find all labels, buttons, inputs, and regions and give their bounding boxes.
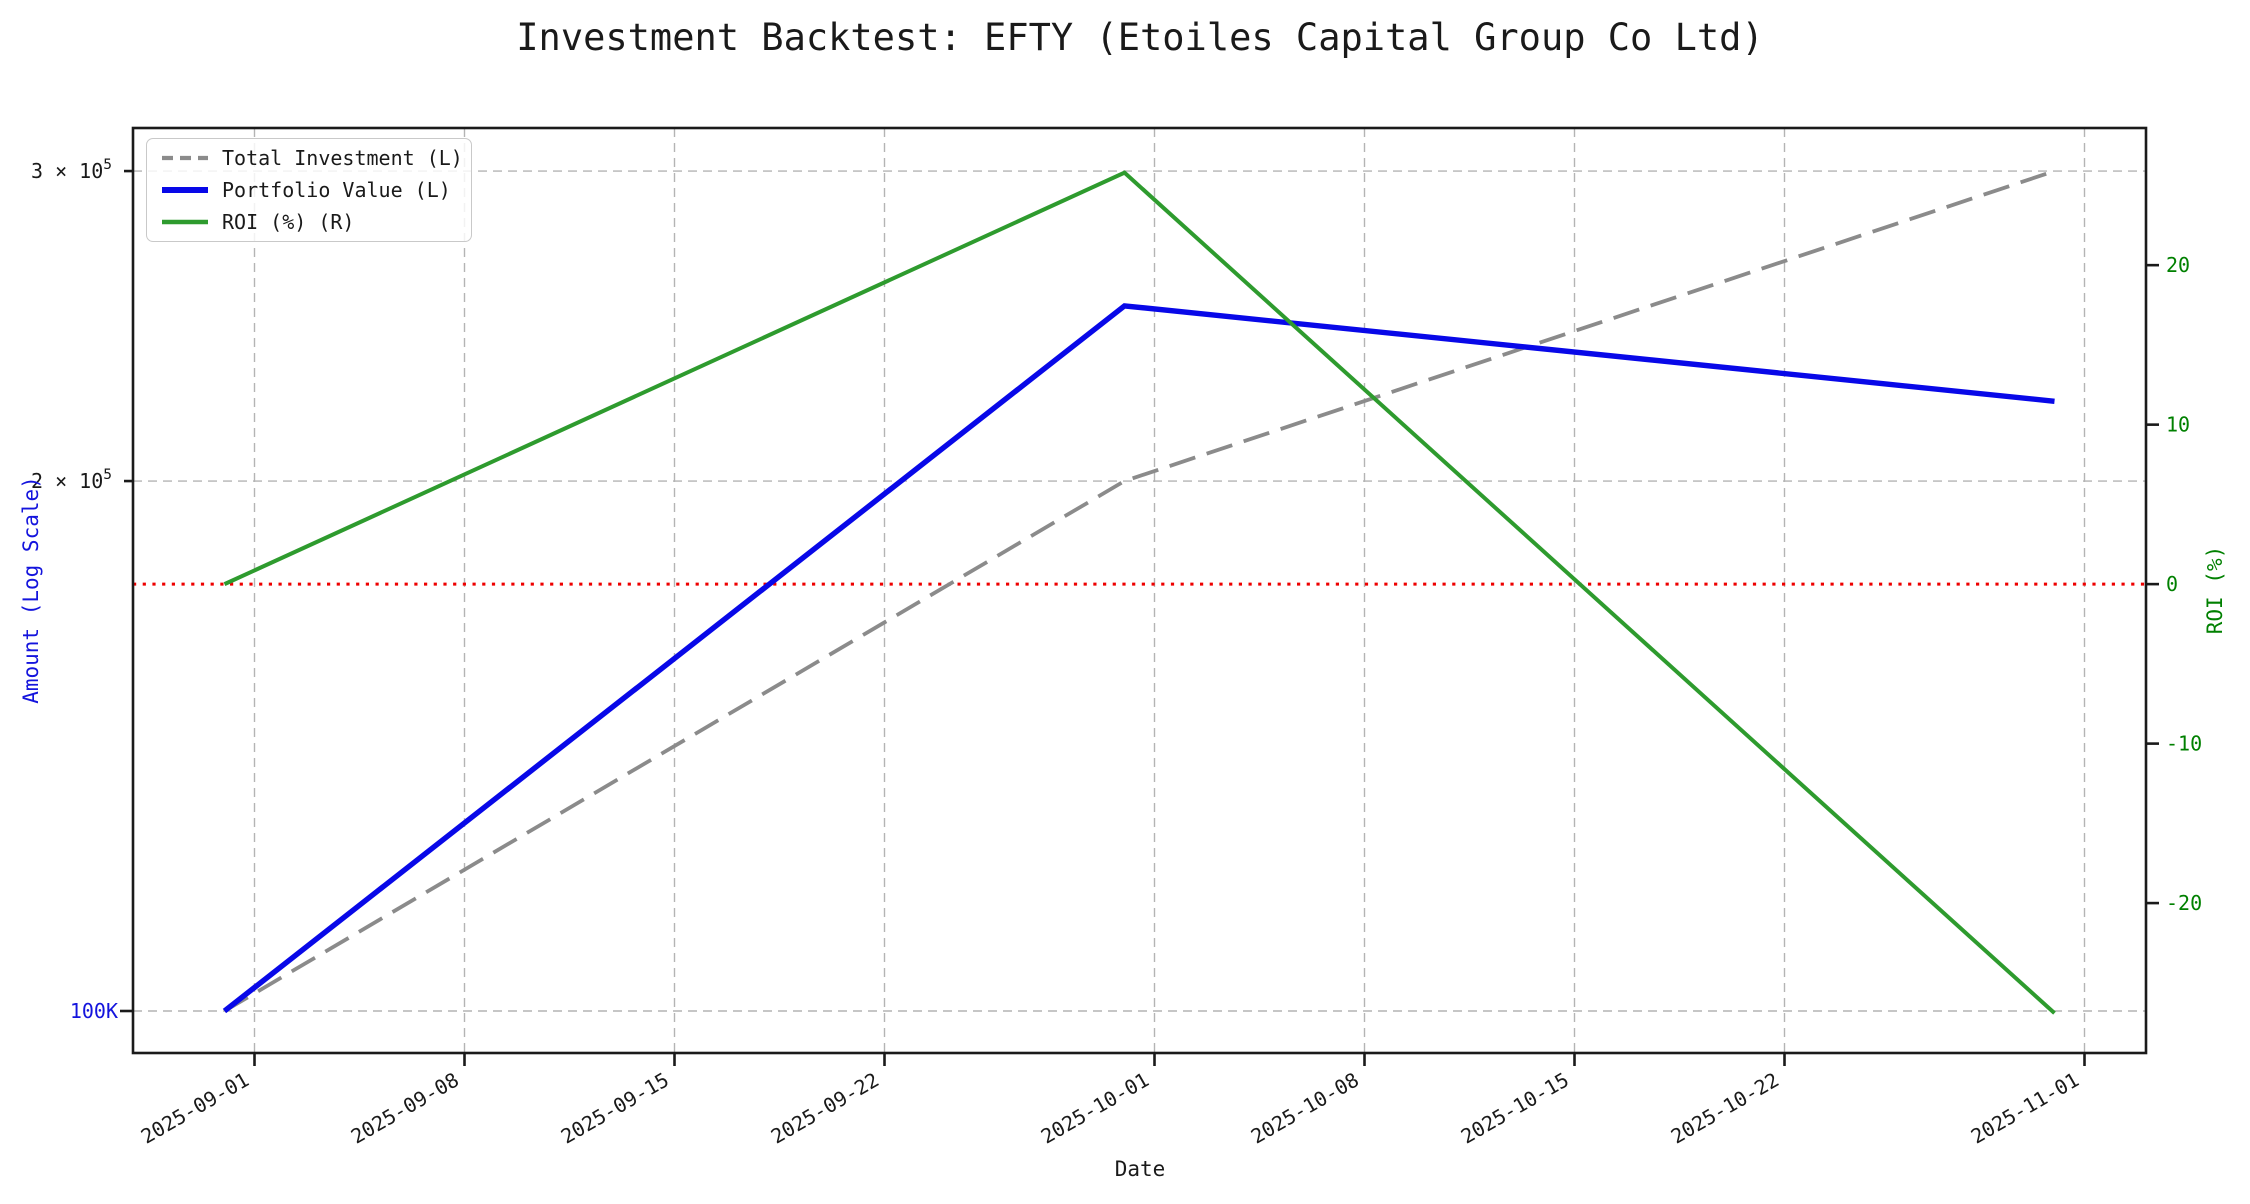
y-left-tick-label: 2 × 105	[31, 467, 112, 493]
series-line-2	[223, 170, 2056, 1015]
legend-label: Total Investment (L)	[222, 145, 463, 170]
y-left-tick-label: 100K	[70, 999, 118, 1023]
axes-layer	[120, 126, 2159, 1066]
y-right-tick-label: 20	[2166, 253, 2190, 277]
y-axis-label-left: Amount (Log Scale)	[19, 476, 43, 704]
x-tick-label: 2025-11-01	[1967, 1068, 2083, 1149]
x-tick-label: 2025-10-01	[1037, 1068, 1153, 1149]
y-right-tick-label: 10	[2166, 413, 2190, 437]
plot-border	[131, 126, 2148, 1055]
legend-line-sample	[162, 187, 208, 193]
grid-layer	[133, 128, 2146, 1053]
y-right-tick-label: -20	[2166, 891, 2202, 915]
chart-title: Investment Backtest: EFTY (Etoiles Capit…	[516, 16, 1763, 59]
legend: Total Investment (L) Portfolio Value (L) R…	[146, 138, 472, 242]
legend-line-sample	[162, 220, 208, 225]
legend-line-sample	[162, 155, 208, 160]
legend-label: ROI (%) (R)	[222, 210, 355, 235]
x-tick-label: 2025-10-08	[1247, 1068, 1363, 1149]
legend-item: ROI (%) (R)	[162, 207, 471, 238]
y-left-tick-label: 3 × 105	[31, 157, 112, 183]
x-axis-label: Date	[1115, 1157, 1166, 1181]
legend-label: Portfolio Value (L)	[222, 178, 451, 202]
series-layer	[222, 169, 2056, 1015]
legend-item: Portfolio Value (L)	[162, 175, 471, 206]
x-tick-label: 2025-10-22	[1667, 1068, 1783, 1149]
y-right-tick-label: 0	[2166, 572, 2178, 596]
y-axis-label-right: ROI (%)	[2203, 546, 2227, 635]
x-tick-label: 2025-10-15	[1457, 1068, 1573, 1149]
legend-item: Total Investment (L)	[162, 142, 471, 173]
x-tick-label: 2025-09-01	[137, 1068, 253, 1149]
x-tick-label: 2025-09-22	[767, 1068, 883, 1149]
tick-label-layer: 2025-09-01 2025-09-08 2025-09-15 2025-09-22…	[31, 157, 2202, 1148]
x-tick-label: 2025-09-08	[347, 1068, 463, 1149]
series-line-0	[223, 169, 2056, 1013]
y-right-tick-label: -10	[2166, 732, 2202, 756]
x-tick-label: 2025-09-15	[557, 1068, 673, 1149]
series-line-1	[222, 303, 2055, 1014]
